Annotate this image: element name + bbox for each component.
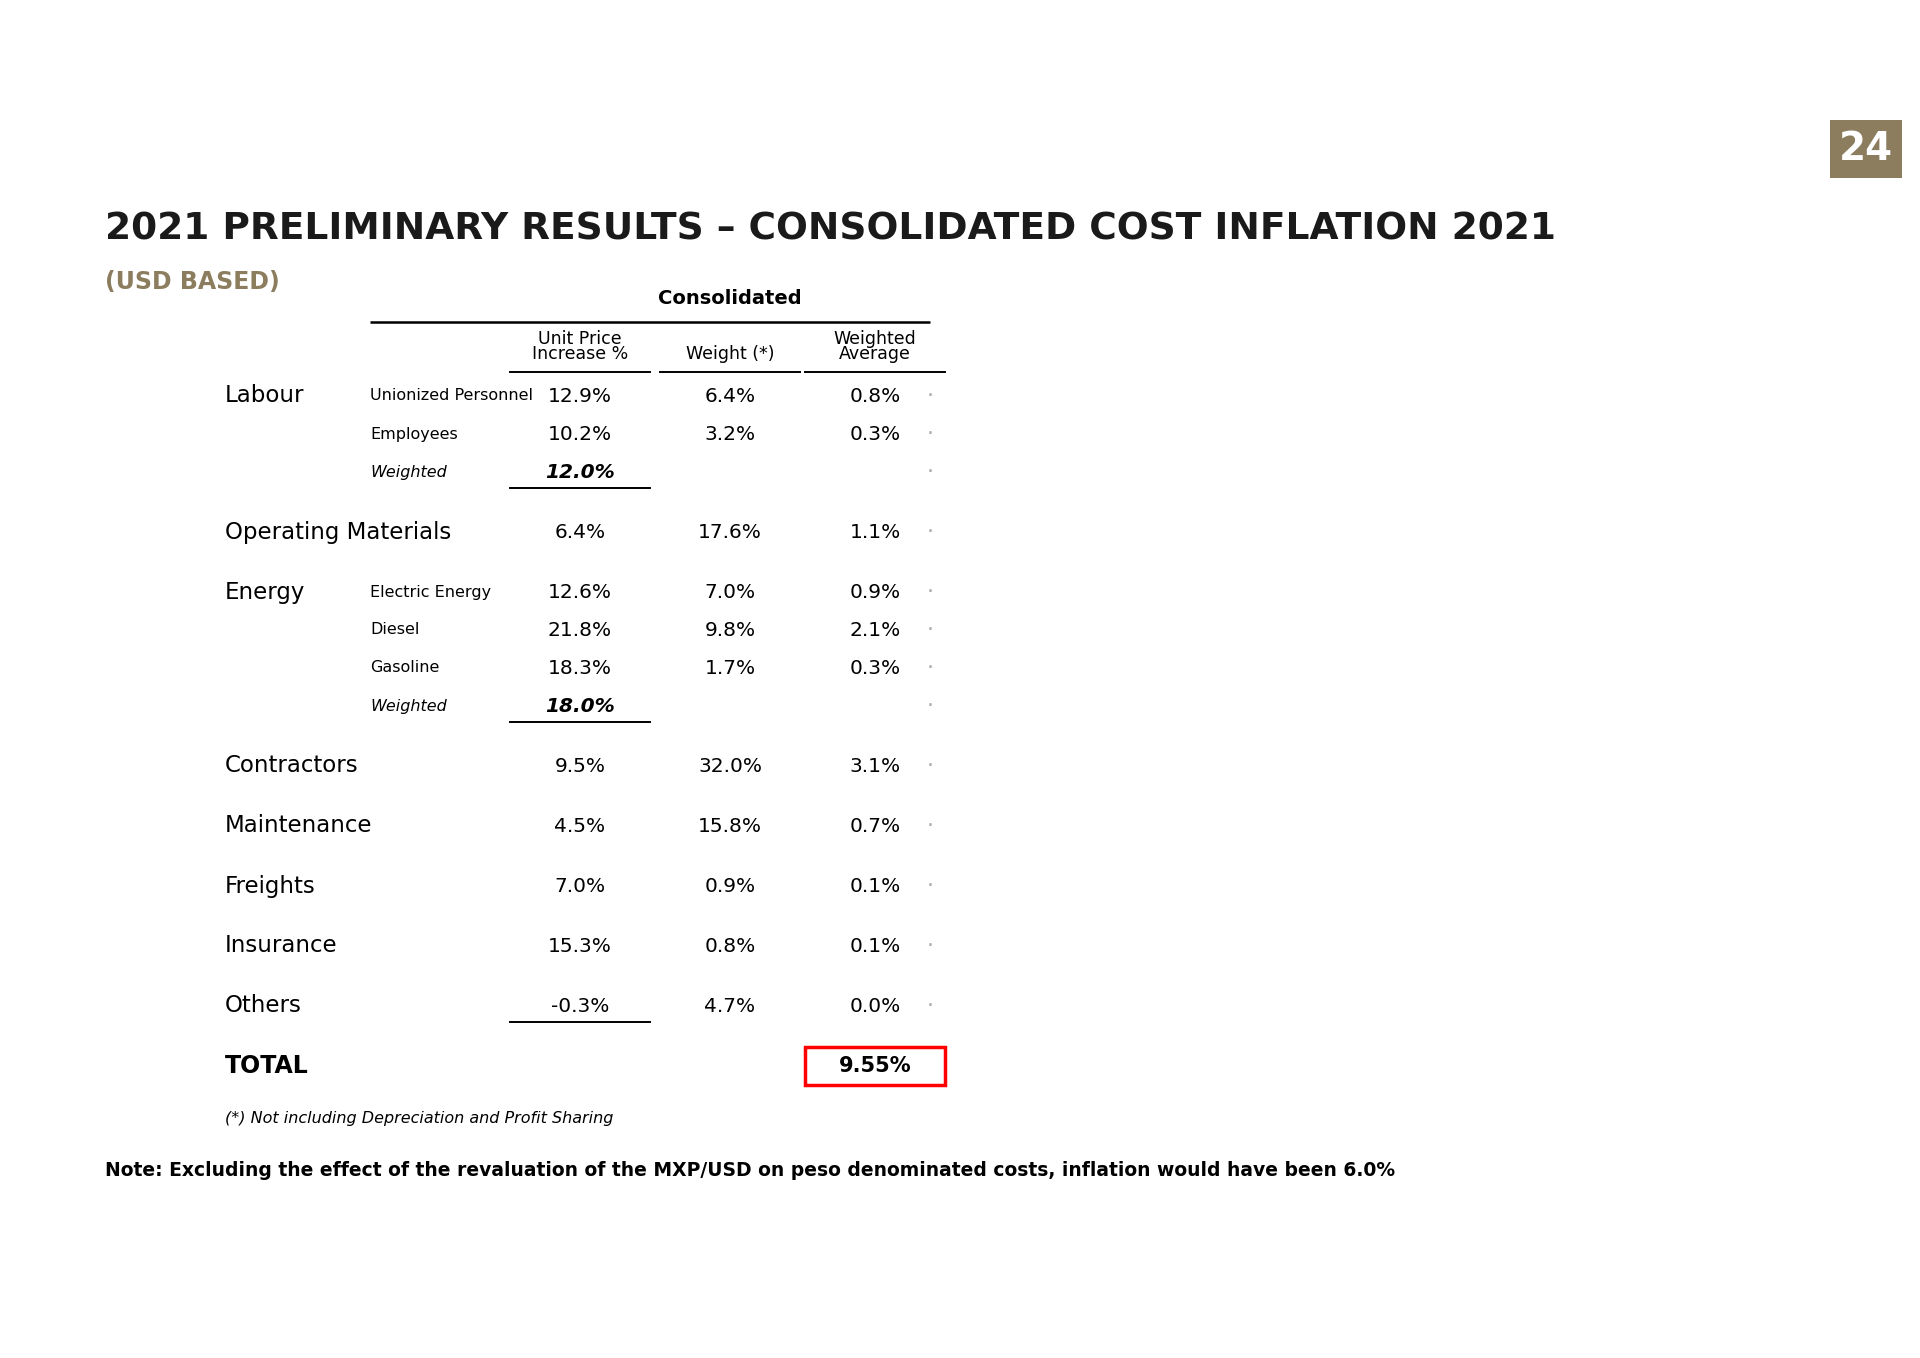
Text: ·: · <box>927 756 933 775</box>
Text: 0.3%: 0.3% <box>849 425 900 444</box>
Text: 3.2%: 3.2% <box>705 425 756 444</box>
Text: Weighted: Weighted <box>371 464 447 479</box>
Text: 1.1%: 1.1% <box>849 523 900 542</box>
Text: ·: · <box>927 583 933 602</box>
Text: Diesel: Diesel <box>371 622 419 637</box>
Text: 1.7%: 1.7% <box>705 659 756 678</box>
Text: 0.9%: 0.9% <box>849 583 900 602</box>
Text: 9.55%: 9.55% <box>839 1057 912 1076</box>
Text: Note: Excluding the effect of the revaluation of the MXP/USD on peso denominated: Note: Excluding the effect of the revalu… <box>106 1161 1396 1180</box>
Text: Operating Materials: Operating Materials <box>225 520 451 543</box>
Text: ·: · <box>927 697 933 716</box>
Text: Unionized Personnel: Unionized Personnel <box>371 388 534 403</box>
Text: Insurance: Insurance <box>225 934 338 957</box>
Text: ·: · <box>927 659 933 678</box>
Text: Energy: Energy <box>225 580 305 603</box>
Text: 4.7%: 4.7% <box>705 997 756 1016</box>
Text: 3.1%: 3.1% <box>849 756 900 775</box>
Text: ·: · <box>927 621 933 640</box>
Text: 18.3%: 18.3% <box>547 659 612 678</box>
Text: 7.0%: 7.0% <box>705 583 756 602</box>
Text: Maintenance: Maintenance <box>225 815 372 838</box>
Text: (*) Not including Depreciation and Profit Sharing: (*) Not including Depreciation and Profi… <box>225 1111 612 1126</box>
Text: 12.0%: 12.0% <box>545 463 614 482</box>
Text: 18.0%: 18.0% <box>545 697 614 716</box>
Text: Electric Energy: Electric Energy <box>371 584 492 599</box>
Text: Consolidated: Consolidated <box>659 289 803 308</box>
FancyBboxPatch shape <box>1830 120 1903 178</box>
Text: 15.8%: 15.8% <box>699 816 762 835</box>
Text: 32.0%: 32.0% <box>699 756 762 775</box>
FancyBboxPatch shape <box>804 1047 945 1085</box>
Text: ·: · <box>927 386 933 406</box>
Text: ·: · <box>927 424 933 444</box>
Text: 17.6%: 17.6% <box>699 523 762 542</box>
Text: 0.0%: 0.0% <box>849 997 900 1016</box>
Text: ·: · <box>927 876 933 896</box>
Text: Labour: Labour <box>225 384 305 407</box>
Text: 0.3%: 0.3% <box>849 659 900 678</box>
Text: 4.5%: 4.5% <box>555 816 605 835</box>
Text: 21.8%: 21.8% <box>547 621 612 640</box>
Text: (USD BASED): (USD BASED) <box>106 270 280 293</box>
Text: ·: · <box>927 462 933 482</box>
Text: ·: · <box>927 521 933 542</box>
Text: 12.9%: 12.9% <box>547 387 612 406</box>
Text: ·: · <box>927 936 933 956</box>
Text: Contractors: Contractors <box>225 755 359 778</box>
Text: 0.9%: 0.9% <box>705 876 756 895</box>
Text: 12.6%: 12.6% <box>547 583 612 602</box>
Text: -0.3%: -0.3% <box>551 997 609 1016</box>
Text: TOTAL: TOTAL <box>225 1054 309 1078</box>
Text: 15.3%: 15.3% <box>547 937 612 956</box>
Text: 6.4%: 6.4% <box>705 387 756 406</box>
Text: 9.8%: 9.8% <box>705 621 756 640</box>
Text: 2021 PRELIMINARY RESULTS – CONSOLIDATED COST INFLATION 2021: 2021 PRELIMINARY RESULTS – CONSOLIDATED … <box>106 212 1555 249</box>
Text: Gasoline: Gasoline <box>371 660 440 675</box>
Text: 24: 24 <box>1839 130 1893 168</box>
Text: 10.2%: 10.2% <box>547 425 612 444</box>
Text: 6.4%: 6.4% <box>555 523 605 542</box>
Text: 9.5%: 9.5% <box>555 756 605 775</box>
Text: ·: · <box>927 816 933 837</box>
Text: Weight (*): Weight (*) <box>685 345 774 363</box>
Text: Weighted: Weighted <box>371 698 447 713</box>
Text: 7.0%: 7.0% <box>555 876 605 895</box>
Text: 0.8%: 0.8% <box>849 387 900 406</box>
Text: 0.1%: 0.1% <box>849 876 900 895</box>
Text: Others: Others <box>225 994 301 1017</box>
Text: Employees: Employees <box>371 426 457 441</box>
Text: Freights: Freights <box>225 875 315 898</box>
Text: Increase %: Increase % <box>532 345 628 363</box>
Text: Weighted: Weighted <box>833 330 916 348</box>
Text: 0.7%: 0.7% <box>849 816 900 835</box>
Text: 0.1%: 0.1% <box>849 937 900 956</box>
Text: Average: Average <box>839 345 910 363</box>
Text: 2.1%: 2.1% <box>849 621 900 640</box>
Text: 0.8%: 0.8% <box>705 937 756 956</box>
Text: Unit Price: Unit Price <box>538 330 622 348</box>
Text: ·: · <box>927 995 933 1016</box>
